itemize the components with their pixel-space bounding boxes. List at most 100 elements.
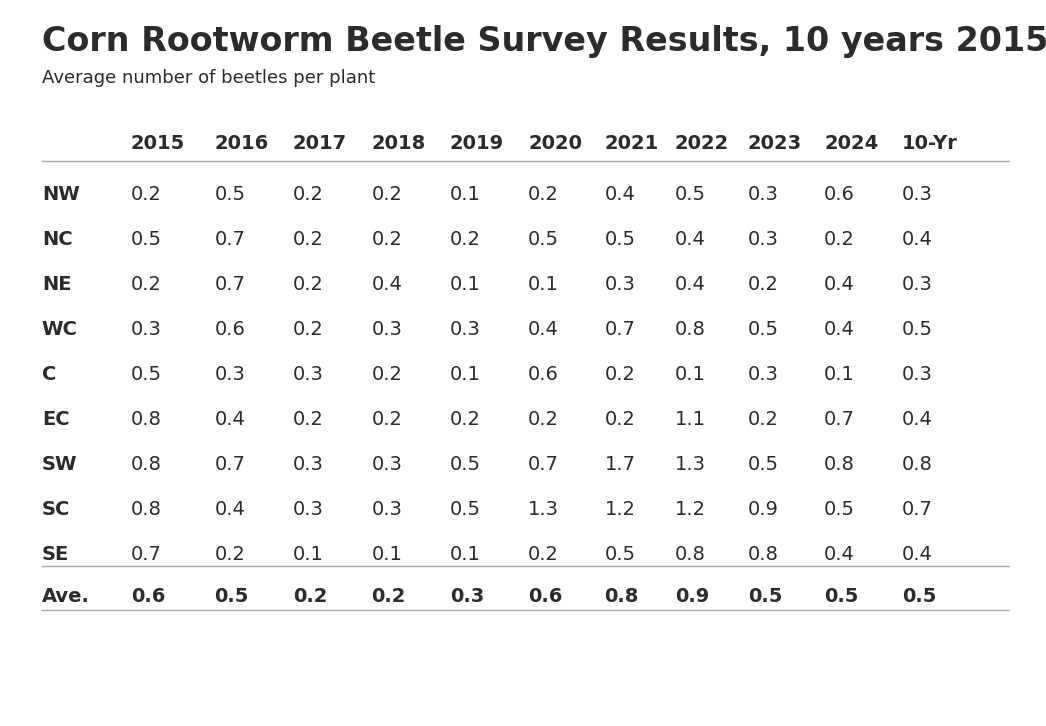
Text: 0.9: 0.9: [748, 500, 779, 519]
Text: 1.2: 1.2: [675, 500, 706, 519]
Text: 0.6: 0.6: [131, 587, 165, 605]
Text: 0.7: 0.7: [605, 320, 636, 339]
Text: 0.3: 0.3: [293, 365, 324, 384]
Text: 0.4: 0.4: [214, 500, 246, 519]
Text: NC: NC: [42, 230, 72, 249]
Text: 0.2: 0.2: [214, 545, 246, 564]
Text: 2015: 2015: [131, 134, 185, 153]
Text: 0.1: 0.1: [293, 545, 324, 564]
Text: 0.5: 0.5: [605, 545, 636, 564]
Text: 0.4: 0.4: [605, 185, 636, 204]
Text: 0.3: 0.3: [902, 275, 933, 294]
Text: 0.7: 0.7: [131, 545, 162, 564]
Text: 0.3: 0.3: [214, 365, 246, 384]
Text: Corn Rootworm Beetle Survey Results, 10 years 2015-2024: Corn Rootworm Beetle Survey Results, 10 …: [42, 25, 1046, 58]
Text: 0.5: 0.5: [131, 230, 162, 249]
Text: 0.2: 0.2: [528, 545, 560, 564]
Text: 0.2: 0.2: [450, 410, 481, 429]
Text: 0.4: 0.4: [902, 545, 933, 564]
Text: EC: EC: [42, 410, 69, 429]
Text: 0.3: 0.3: [371, 320, 403, 339]
Text: 1.1: 1.1: [675, 410, 706, 429]
Text: 0.8: 0.8: [131, 500, 162, 519]
Text: 0.3: 0.3: [450, 587, 484, 605]
Text: 0.2: 0.2: [293, 320, 324, 339]
Text: 1.3: 1.3: [528, 500, 560, 519]
Text: 1.3: 1.3: [675, 455, 706, 474]
Text: 0.7: 0.7: [902, 500, 933, 519]
Text: 1.7: 1.7: [605, 455, 636, 474]
Text: 10-Yr: 10-Yr: [902, 134, 957, 153]
Text: 0.2: 0.2: [371, 365, 403, 384]
Text: 0.4: 0.4: [675, 275, 706, 294]
Text: 0.4: 0.4: [675, 230, 706, 249]
Text: 0.2: 0.2: [293, 185, 324, 204]
Text: 0.2: 0.2: [293, 275, 324, 294]
Text: Average number of beetles per plant: Average number of beetles per plant: [42, 69, 376, 87]
Text: 0.5: 0.5: [450, 500, 481, 519]
Text: 1.2: 1.2: [605, 500, 636, 519]
Text: NW: NW: [42, 185, 79, 204]
Text: 0.3: 0.3: [371, 455, 403, 474]
Text: 0.5: 0.5: [605, 230, 636, 249]
Text: 0.2: 0.2: [528, 185, 560, 204]
Text: NE: NE: [42, 275, 71, 294]
Text: 0.6: 0.6: [528, 587, 563, 605]
Text: 0.2: 0.2: [371, 587, 406, 605]
Text: 0.6: 0.6: [824, 185, 856, 204]
Text: 0.6: 0.6: [214, 320, 246, 339]
Text: 0.8: 0.8: [748, 545, 779, 564]
Text: 2019: 2019: [450, 134, 504, 153]
Text: 0.2: 0.2: [748, 275, 779, 294]
Text: 0.9: 0.9: [675, 587, 709, 605]
Text: 0.4: 0.4: [902, 230, 933, 249]
Text: SW: SW: [42, 455, 77, 474]
Text: 0.4: 0.4: [214, 410, 246, 429]
Text: 0.3: 0.3: [450, 320, 481, 339]
Text: 0.2: 0.2: [748, 410, 779, 429]
Text: 0.3: 0.3: [293, 500, 324, 519]
Text: 0.5: 0.5: [824, 587, 859, 605]
Text: 0.8: 0.8: [131, 410, 162, 429]
Text: 0.8: 0.8: [605, 587, 639, 605]
Text: 0.2: 0.2: [371, 185, 403, 204]
Text: 0.8: 0.8: [902, 455, 933, 474]
Text: 2024: 2024: [824, 134, 879, 153]
Text: 0.2: 0.2: [131, 185, 162, 204]
Text: 0.5: 0.5: [902, 320, 933, 339]
Text: 0.2: 0.2: [605, 410, 636, 429]
Text: 0.1: 0.1: [450, 545, 481, 564]
Text: 0.5: 0.5: [131, 365, 162, 384]
Text: 0.1: 0.1: [450, 365, 481, 384]
Text: C: C: [42, 365, 56, 384]
Text: SC: SC: [42, 500, 70, 519]
Text: 0.5: 0.5: [528, 230, 560, 249]
Text: 0.5: 0.5: [748, 455, 779, 474]
Text: 2018: 2018: [371, 134, 426, 153]
Text: 0.2: 0.2: [450, 230, 481, 249]
Text: 0.2: 0.2: [371, 410, 403, 429]
Text: 0.2: 0.2: [824, 230, 856, 249]
Text: 0.4: 0.4: [528, 320, 560, 339]
Text: 0.5: 0.5: [902, 587, 936, 605]
Text: 0.7: 0.7: [824, 410, 856, 429]
Text: 0.5: 0.5: [675, 185, 706, 204]
Text: 0.2: 0.2: [528, 410, 560, 429]
Text: 0.2: 0.2: [371, 230, 403, 249]
Text: 0.4: 0.4: [824, 545, 856, 564]
Text: Ave.: Ave.: [42, 587, 90, 605]
Text: 0.5: 0.5: [824, 500, 856, 519]
Text: 0.4: 0.4: [824, 275, 856, 294]
Text: 0.3: 0.3: [748, 230, 779, 249]
Text: 0.8: 0.8: [131, 455, 162, 474]
Text: 0.7: 0.7: [214, 455, 246, 474]
Text: 0.3: 0.3: [748, 185, 779, 204]
Text: 0.4: 0.4: [371, 275, 403, 294]
Text: 0.2: 0.2: [293, 587, 327, 605]
Text: 2021: 2021: [605, 134, 659, 153]
Text: 0.5: 0.5: [748, 320, 779, 339]
Text: 0.4: 0.4: [824, 320, 856, 339]
Text: 0.1: 0.1: [371, 545, 403, 564]
Text: 0.8: 0.8: [675, 545, 706, 564]
Text: 0.2: 0.2: [293, 230, 324, 249]
